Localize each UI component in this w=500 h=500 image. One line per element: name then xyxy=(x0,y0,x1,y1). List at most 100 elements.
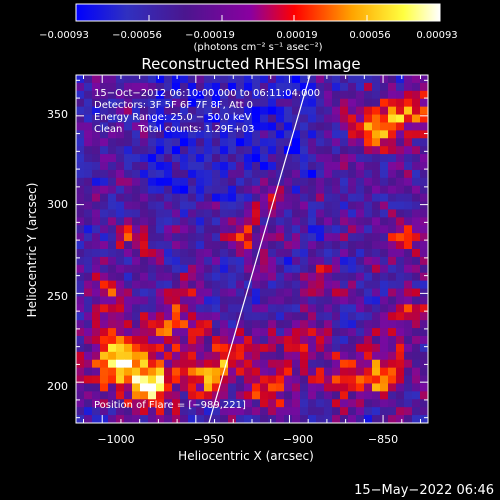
heatmap-cell xyxy=(132,217,141,226)
heatmap-cell xyxy=(100,296,109,305)
heatmap-cell xyxy=(252,304,261,313)
heatmap-cell xyxy=(140,209,149,218)
heatmap-cell xyxy=(132,328,141,337)
heatmap-cell xyxy=(396,407,405,416)
heatmap-cell xyxy=(140,367,149,377)
heatmap-cell xyxy=(124,138,133,147)
heatmap-cell xyxy=(276,75,285,84)
heatmap-cell xyxy=(140,415,149,423)
heatmap-cell xyxy=(180,343,189,353)
heatmap-cell xyxy=(324,225,333,234)
heatmap-cell xyxy=(156,280,165,290)
heatmap-cell xyxy=(204,162,213,171)
heatmap-cell xyxy=(364,154,373,163)
heatmap-cell xyxy=(380,162,389,171)
heatmap-cell xyxy=(340,225,349,234)
heatmap-cell xyxy=(156,90,165,100)
heatmap-cell xyxy=(284,367,293,377)
heatmap-cell xyxy=(156,296,165,305)
heatmap-cell xyxy=(212,154,221,163)
heatmap-cell xyxy=(396,296,405,305)
heatmap-cell xyxy=(292,343,301,353)
heatmap-cell xyxy=(116,296,125,305)
heatmap-cell xyxy=(252,312,261,321)
heatmap-cell xyxy=(140,241,149,250)
heatmap-cell xyxy=(372,146,381,155)
heatmap-cell xyxy=(100,367,109,377)
heatmap-cell xyxy=(356,383,365,392)
heatmap-cell xyxy=(356,359,365,369)
heatmap-cell xyxy=(412,383,421,392)
heatmap-cell xyxy=(188,217,197,226)
heatmap-cell xyxy=(364,375,373,385)
heatmap-cell xyxy=(300,209,309,218)
heatmap-cell xyxy=(100,264,109,274)
heatmap-cell xyxy=(140,177,149,187)
heatmap-cell xyxy=(260,415,269,423)
heatmap-cell xyxy=(412,82,421,92)
heatmap-cell xyxy=(180,201,189,211)
heatmap-cell xyxy=(364,304,373,313)
heatmap-cell xyxy=(156,249,165,258)
heatmap-cell xyxy=(196,241,205,250)
heatmap-cell xyxy=(324,256,333,266)
heatmap-cell xyxy=(76,98,85,108)
heatmap-cell xyxy=(140,146,149,155)
heatmap-cell xyxy=(396,114,405,124)
heatmap-cell xyxy=(140,90,149,100)
heatmap-cell xyxy=(396,169,405,179)
heatmap-cell xyxy=(156,177,165,187)
heatmap-cell xyxy=(252,415,261,423)
heatmap-cell xyxy=(244,201,253,211)
heatmap-cell xyxy=(308,162,317,171)
heatmap-cell xyxy=(340,217,349,226)
heatmap-cell xyxy=(300,328,309,337)
heatmap-cell xyxy=(404,415,413,423)
heatmap-cell xyxy=(228,185,237,195)
heatmap-cell xyxy=(140,280,149,290)
heatmap-cell xyxy=(388,241,397,250)
heatmap-cell xyxy=(380,177,389,187)
annotation-time-range: 15−Oct−2012 06:10:00.000 to 06:11:04.000 xyxy=(94,88,320,99)
heatmap-cell xyxy=(172,90,181,100)
heatmap-cell xyxy=(148,415,157,423)
heatmap-cell xyxy=(324,146,333,155)
heatmap-cell xyxy=(404,367,413,377)
heatmap-cell xyxy=(236,351,245,361)
heatmap-cell xyxy=(380,114,389,124)
heatmap-cell xyxy=(284,312,293,321)
heatmap-cell xyxy=(124,90,133,100)
heatmap-cell xyxy=(156,312,165,321)
heatmap-cell xyxy=(164,122,173,131)
heatmap-cell xyxy=(236,256,245,266)
heatmap-cell xyxy=(380,304,389,313)
heatmap-cell xyxy=(276,249,285,258)
heatmap-cell xyxy=(236,320,245,329)
heatmap-cell xyxy=(124,106,133,116)
heatmap-cell xyxy=(252,169,261,179)
heatmap-cell xyxy=(260,336,269,345)
heatmap-cell xyxy=(116,359,125,369)
heatmap-cell xyxy=(228,304,237,313)
heatmap-cell xyxy=(308,367,317,377)
heatmap-cell xyxy=(300,336,309,345)
heatmap-cell xyxy=(260,343,269,353)
heatmap-cell xyxy=(244,249,253,258)
heatmap-cell xyxy=(364,217,373,226)
heatmap-cell xyxy=(348,256,357,266)
heatmap-cell xyxy=(324,343,333,353)
heatmap-cell xyxy=(148,383,157,392)
heatmap-cell xyxy=(204,122,213,131)
heatmap-cell xyxy=(404,272,413,282)
heatmap-cell xyxy=(348,415,357,423)
heatmap-cell xyxy=(116,162,125,171)
heatmap-cell xyxy=(148,343,157,353)
heatmap-cell xyxy=(380,241,389,250)
heatmap-cell xyxy=(324,407,333,416)
heatmap-cell xyxy=(228,320,237,329)
heatmap-cell xyxy=(140,320,149,329)
heatmap-cell xyxy=(404,351,413,361)
heatmap-cell xyxy=(364,320,373,329)
colorbar-tick-label-2: −0.00056 xyxy=(112,30,162,41)
